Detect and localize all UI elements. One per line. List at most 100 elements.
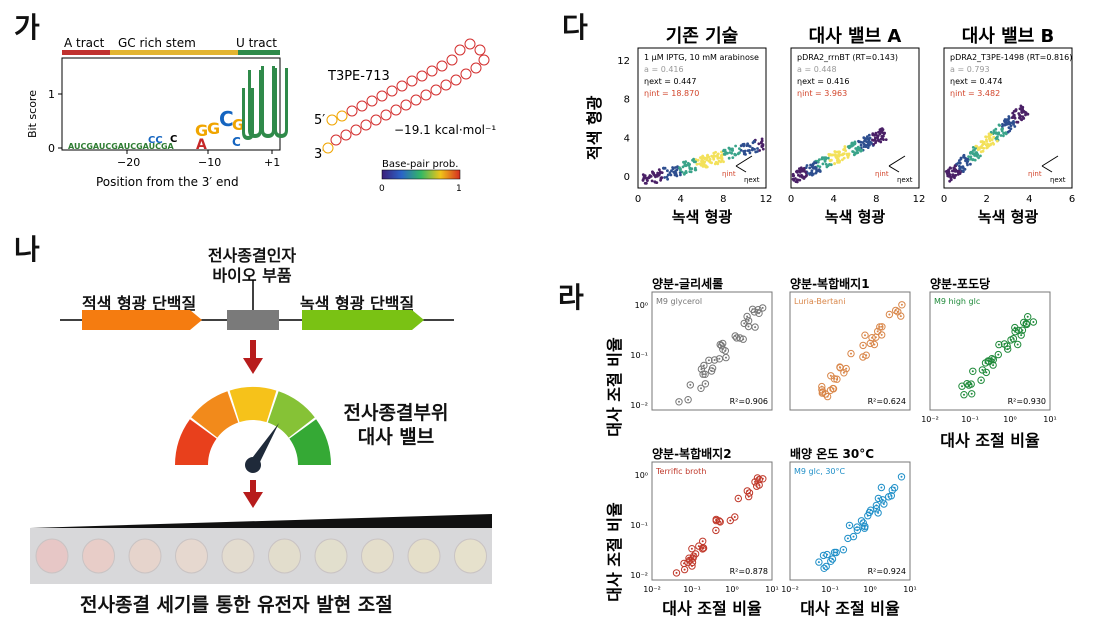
ra-point-center xyxy=(871,336,873,339)
ra-point-center xyxy=(882,503,885,505)
ra-point xyxy=(672,569,681,577)
ra-plot-frame xyxy=(789,461,911,581)
ra-point xyxy=(845,521,854,530)
ra-xtick: 10⁰ xyxy=(725,585,738,594)
ra-point xyxy=(689,554,697,562)
ra-plot-frame xyxy=(651,461,773,581)
three-prime-label: 3′ xyxy=(314,147,325,162)
ra-plot-title: 양분-글리세롤 xyxy=(652,276,723,291)
hairpin-strand-upper xyxy=(326,38,486,126)
da-density-point xyxy=(722,160,725,164)
ra-point xyxy=(878,323,886,331)
da-density-point xyxy=(857,139,860,143)
ra-xlabel-bl: 대사 조절 비율 xyxy=(662,599,762,618)
ra-point xyxy=(981,359,990,367)
ra-point-center xyxy=(687,561,689,564)
da-density-point xyxy=(683,164,687,167)
da-density-point xyxy=(842,156,846,160)
ra-point-center xyxy=(971,370,974,373)
logo-xlabel: Position from the 3′ end xyxy=(96,175,239,189)
ra-point-center xyxy=(890,494,893,497)
da-density-point xyxy=(999,134,1003,137)
da-density-point xyxy=(754,150,758,154)
plate-well xyxy=(175,538,208,574)
da-eta-ext: ηext = 0.416 xyxy=(797,77,849,86)
ra-point xyxy=(995,340,1003,349)
ra-point xyxy=(753,482,761,490)
da-density-point xyxy=(871,133,875,137)
da-density-point xyxy=(834,151,837,154)
ra-point-center xyxy=(747,319,750,322)
ra-point xyxy=(1029,318,1038,326)
ra-point xyxy=(710,356,719,364)
ra-point xyxy=(898,301,906,309)
ra-point xyxy=(721,347,730,355)
da-density-point xyxy=(716,157,720,160)
ra-point-center xyxy=(1026,315,1029,318)
da-density-point xyxy=(992,135,996,139)
da-density-point xyxy=(666,173,670,177)
da-density-point xyxy=(674,171,678,175)
ra-point-center xyxy=(713,359,716,361)
da-density-point xyxy=(1020,118,1024,122)
ra-point-center xyxy=(754,326,757,329)
ra-point xyxy=(840,369,848,377)
da-density-point xyxy=(760,144,764,148)
da-density-point xyxy=(862,136,866,140)
da-density-point xyxy=(1008,129,1012,133)
da-eta-axis-int: ηint xyxy=(1028,170,1042,178)
ra-point-center xyxy=(683,568,686,571)
da-condition: pDRA2_T3PE-1498 (RT=0.816) xyxy=(950,53,1072,62)
da-density-point xyxy=(984,135,987,139)
da-density-point xyxy=(733,153,737,157)
da-xtick: 6 xyxy=(1069,194,1075,205)
da-density-point xyxy=(958,164,961,168)
da-density-point xyxy=(757,142,761,146)
da-xtick: 4 xyxy=(1026,194,1032,205)
ra-point-center xyxy=(1016,343,1019,346)
ra-point xyxy=(818,389,827,397)
svg-text:AUCGAUCGAUCGAUCGA: AUCGAUCGAUCGAUCGA xyxy=(68,142,175,151)
ra-point-center xyxy=(970,392,973,395)
da-density-point xyxy=(1004,131,1008,134)
ra-point xyxy=(745,489,754,497)
da-eta-axis-int: ηint xyxy=(722,170,736,178)
terminator-part xyxy=(227,310,279,330)
da-density-point xyxy=(797,173,800,177)
da-density-point xyxy=(850,141,854,145)
da-density-point xyxy=(701,154,705,158)
da-density-point xyxy=(669,173,673,177)
da-density-point xyxy=(670,169,673,173)
da-density-point xyxy=(712,157,716,161)
svg-text:C: C xyxy=(170,134,177,145)
da-density-point xyxy=(716,162,720,166)
valve-label-1: 전사종결부위 xyxy=(343,402,449,424)
ra-point xyxy=(819,551,828,560)
structure-name: T3PE-713 xyxy=(327,69,390,84)
ra-point-center xyxy=(692,555,695,558)
ra-xtick: 10⁻² xyxy=(781,585,799,594)
ra-point xyxy=(743,312,751,321)
ra-points xyxy=(672,474,767,577)
panel-label-na: 나 xyxy=(14,233,40,266)
da-density-point xyxy=(874,139,878,143)
da-density-point xyxy=(1009,124,1013,128)
da-density-point xyxy=(723,153,727,156)
da-density-point xyxy=(641,173,645,177)
ra-point-center xyxy=(743,322,746,325)
ra-point-center xyxy=(719,520,722,523)
ra-point-center xyxy=(846,537,849,540)
plate-well xyxy=(82,538,115,574)
ra-plot-title: 양분-복합배지1 xyxy=(790,276,870,291)
ra-point xyxy=(989,356,997,364)
logo-ytick-0: 0 xyxy=(48,142,55,155)
ra-point xyxy=(712,526,720,535)
da-density-point xyxy=(798,178,802,182)
ra-point xyxy=(859,341,867,350)
plate-well xyxy=(454,538,487,574)
ra-point-center xyxy=(831,387,834,390)
ra-point xyxy=(872,501,881,510)
da-density-point xyxy=(995,139,999,143)
da-density-point xyxy=(1026,112,1030,116)
ra-point-center xyxy=(692,557,695,560)
